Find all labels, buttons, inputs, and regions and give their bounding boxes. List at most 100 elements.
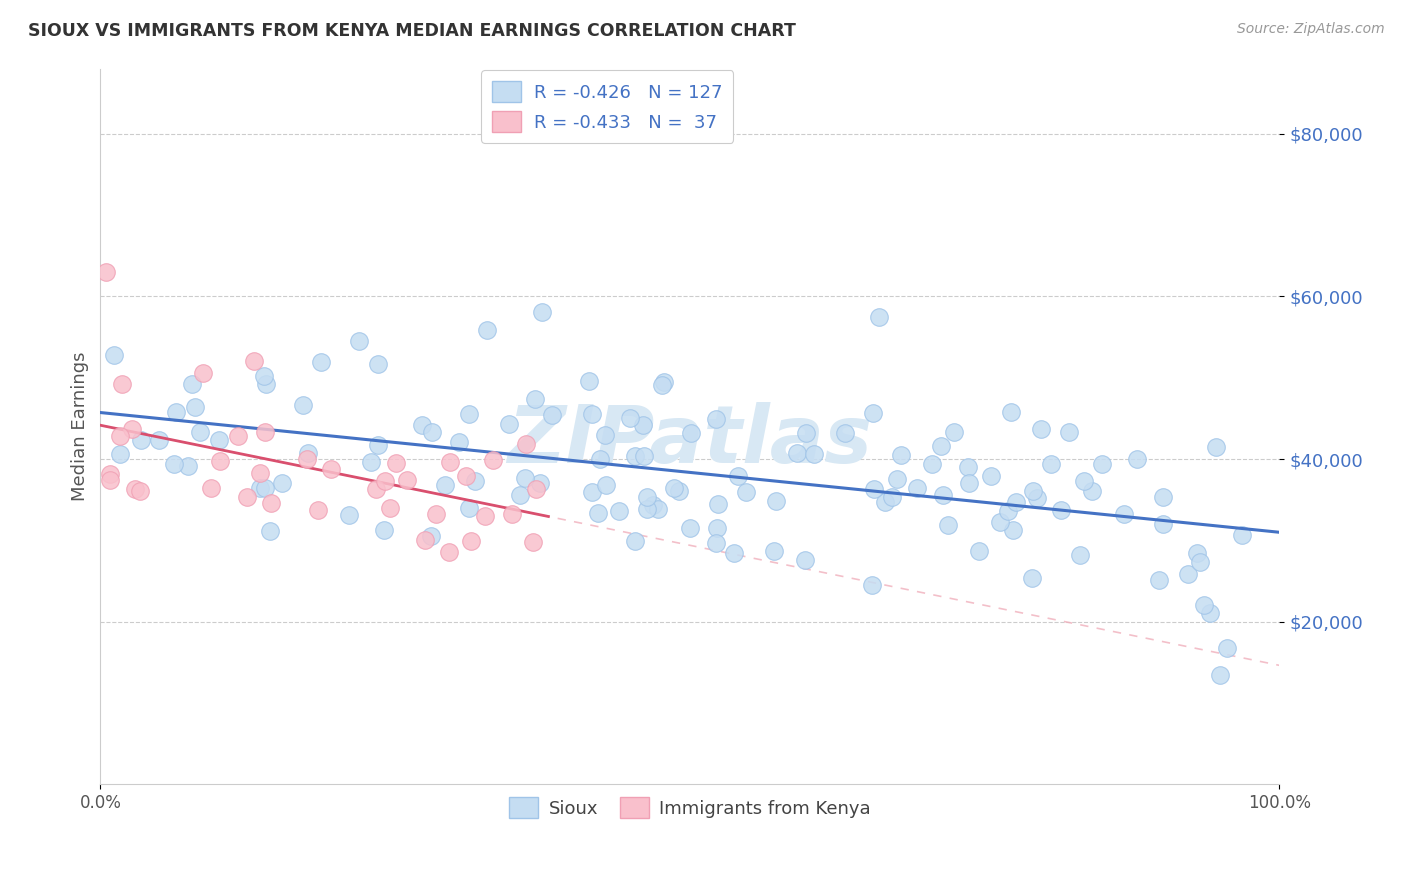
Point: [735, 484, 758, 499]
Point: [177, 459, 200, 474]
Point: [786, 445, 808, 459]
Y-axis label: Median Earnings: Median Earnings: [72, 351, 89, 501]
Text: SIOUX VS IMMIGRANTS FROM KENYA MEDIAN EARNINGS CORRELATION CHART: SIOUX VS IMMIGRANTS FROM KENYA MEDIAN EA…: [28, 22, 796, 40]
Point: [651, 378, 673, 392]
Point: [1112, 507, 1135, 521]
Point: [860, 578, 883, 592]
Point: [373, 523, 395, 537]
Point: [360, 455, 382, 469]
Point: [980, 469, 1002, 483]
Point: [295, 451, 318, 466]
Point: [765, 494, 787, 508]
Point: [501, 508, 523, 522]
Point: [1000, 405, 1022, 419]
Point: [148, 433, 170, 447]
Point: [905, 481, 928, 495]
Point: [762, 544, 785, 558]
Point: [803, 447, 825, 461]
Point: [595, 478, 617, 492]
Point: [1177, 567, 1199, 582]
Point: [988, 515, 1011, 529]
Point: [437, 545, 460, 559]
Point: [541, 408, 564, 422]
Point: [129, 434, 152, 448]
Point: [619, 411, 641, 425]
Point: [515, 437, 537, 451]
Point: [1050, 503, 1073, 517]
Point: [297, 446, 319, 460]
Point: [200, 481, 222, 495]
Point: [794, 425, 817, 440]
Point: [636, 490, 658, 504]
Point: [1005, 495, 1028, 509]
Point: [242, 354, 264, 368]
Point: [704, 536, 727, 550]
Point: [236, 490, 259, 504]
Point: [98, 473, 121, 487]
Point: [997, 504, 1019, 518]
Point: [647, 501, 669, 516]
Point: [208, 454, 231, 468]
Point: [921, 457, 943, 471]
Point: [652, 375, 675, 389]
Point: [498, 417, 520, 431]
Point: [309, 355, 332, 369]
Point: [395, 473, 418, 487]
Point: [936, 518, 959, 533]
Point: [794, 552, 817, 566]
Point: [191, 366, 214, 380]
Point: [181, 377, 204, 392]
Point: [474, 508, 496, 523]
Point: [184, 400, 207, 414]
Point: [633, 449, 655, 463]
Point: [681, 425, 703, 440]
Point: [589, 452, 612, 467]
Point: [367, 357, 389, 371]
Point: [481, 453, 503, 467]
Text: Source: ZipAtlas.com: Source: ZipAtlas.com: [1237, 22, 1385, 37]
Point: [292, 398, 315, 412]
Point: [110, 429, 132, 443]
Point: [636, 501, 658, 516]
Point: [581, 485, 603, 500]
Point: [524, 482, 547, 496]
Point: [623, 450, 645, 464]
Point: [415, 533, 437, 548]
Point: [1091, 458, 1114, 472]
Point: [631, 418, 654, 433]
Point: [1059, 425, 1081, 440]
Point: [439, 455, 461, 469]
Point: [103, 348, 125, 362]
Point: [668, 484, 690, 499]
Point: [425, 507, 447, 521]
Point: [1230, 528, 1253, 542]
Point: [364, 483, 387, 497]
Point: [254, 377, 277, 392]
Point: [1152, 490, 1174, 504]
Point: [531, 305, 554, 319]
Point: [593, 428, 616, 442]
Point: [880, 490, 903, 504]
Point: [707, 497, 730, 511]
Point: [128, 484, 150, 499]
Point: [226, 428, 249, 442]
Point: [374, 475, 396, 489]
Point: [932, 488, 955, 502]
Point: [420, 529, 443, 543]
Point: [957, 476, 980, 491]
Point: [249, 467, 271, 481]
Point: [367, 438, 389, 452]
Point: [967, 544, 990, 558]
Point: [110, 447, 132, 461]
Point: [1040, 457, 1063, 471]
Point: [378, 500, 401, 515]
Point: [337, 508, 360, 522]
Point: [100, 467, 122, 482]
Point: [1022, 483, 1045, 498]
Point: [1073, 475, 1095, 489]
Point: [249, 481, 271, 495]
Point: [581, 407, 603, 421]
Point: [523, 392, 546, 406]
Point: [162, 457, 184, 471]
Point: [460, 533, 482, 548]
